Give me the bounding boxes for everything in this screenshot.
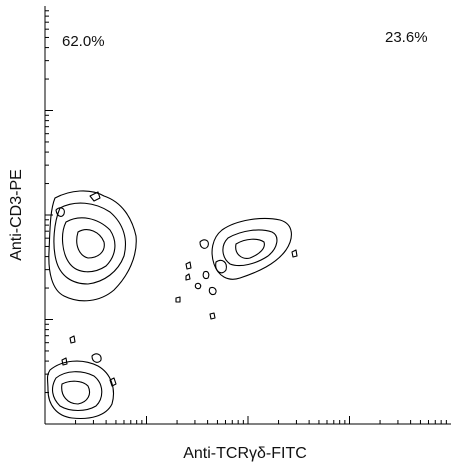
contour-mid-right (222, 229, 278, 267)
contour-spot-bottom-2 (61, 357, 68, 366)
contour-spot-left-1 (89, 191, 101, 202)
contour-spot-right-9 (209, 312, 216, 320)
cd3-positive-population (48, 190, 137, 302)
x-axis-title: Anti-TCRγδ-FITC (183, 445, 307, 462)
contour-spot-right-5 (185, 273, 191, 281)
contour-spot-right-1 (199, 239, 209, 249)
contour-spot-right-6 (194, 282, 202, 290)
contour-mid-bottom (51, 371, 103, 412)
contour-spot-bottom-3 (109, 377, 117, 387)
quadrant-label-top-left: 62.0% (62, 33, 105, 50)
contour-mid-left (53, 202, 127, 285)
contour-spot-right-8 (175, 296, 181, 303)
contour-spot-right-2 (215, 259, 227, 274)
contour-inner-left (61, 217, 116, 273)
contour-outer-bottom (46, 360, 115, 420)
contour-spot-bottom-4 (69, 335, 76, 344)
contour-spot-bottom-1 (91, 353, 102, 363)
y-axis-ticks (45, 10, 53, 425)
contour-inner-bottom (61, 380, 91, 405)
contour-spot-right-4 (185, 261, 192, 270)
contour-spot-right-10 (291, 249, 298, 258)
contour-core-left (76, 229, 105, 259)
x-axis-ticks (44, 416, 447, 424)
quadrant-label-top-right: 23.6% (385, 29, 428, 46)
y-axis-title: Anti-CD3-PE (8, 169, 25, 261)
contour-spot-right-3 (202, 270, 210, 280)
tcr-gamma-delta-positive-population (175, 217, 298, 320)
contour-spot-left-2 (55, 207, 65, 217)
contour-spot-right-7 (208, 286, 217, 296)
contour-inner-right (235, 238, 265, 259)
contour-outer-left (48, 190, 137, 302)
contour-outer-right (211, 217, 292, 280)
cd3-negative-population (46, 335, 117, 420)
